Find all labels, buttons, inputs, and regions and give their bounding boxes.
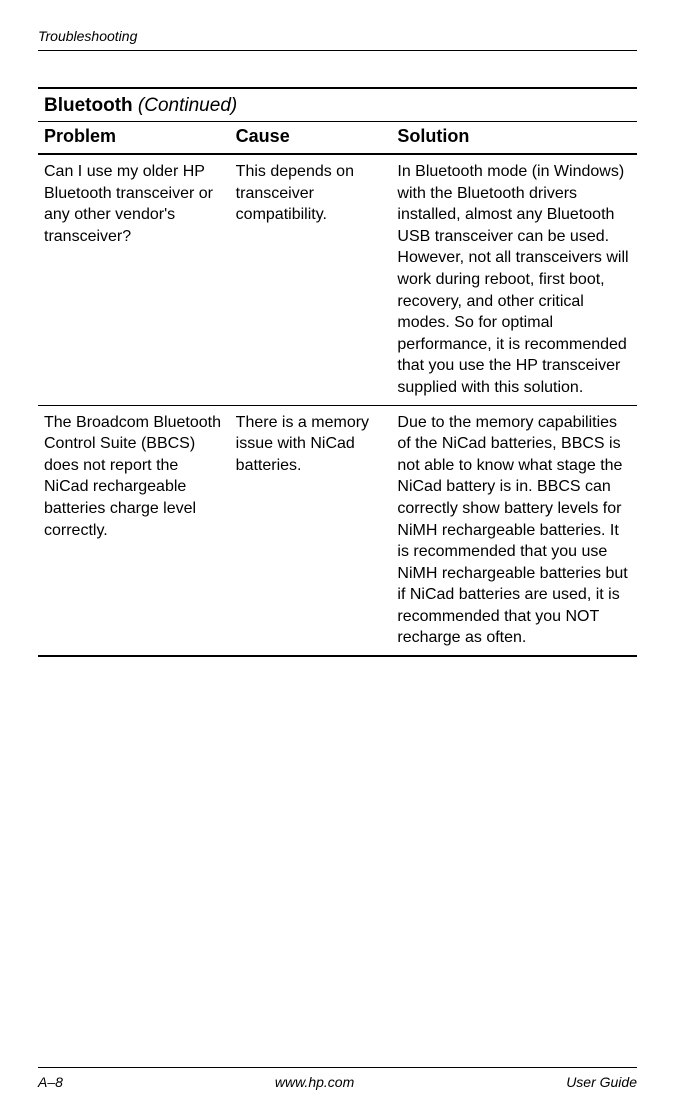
section-title: Troubleshooting [38, 28, 137, 44]
column-header-solution: Solution [391, 122, 637, 155]
table-row: Can I use my older HP Bluetooth transcei… [38, 154, 637, 405]
table-title-main: Bluetooth [44, 95, 133, 116]
table-title-continued: (Continued) [133, 95, 238, 116]
footer-url: www.hp.com [275, 1074, 354, 1090]
table-header-row: Problem Cause Solution [38, 122, 637, 155]
troubleshooting-table: Problem Cause Solution Can I use my olde… [38, 121, 637, 657]
page-header: Troubleshooting [38, 28, 637, 51]
cell-solution: In Bluetooth mode (in Windows) with the … [391, 154, 637, 405]
table-row: The Broadcom Bluetooth Control Suite (BB… [38, 405, 637, 656]
cell-cause: This depends on transceiver compatibilit… [230, 154, 392, 405]
content-area: Bluetooth (Continued) Problem Cause Solu… [38, 87, 637, 1067]
footer-doc-title: User Guide [566, 1074, 637, 1090]
cell-problem: The Broadcom Bluetooth Control Suite (BB… [38, 405, 230, 656]
cell-solution: Due to the memory capabilities of the Ni… [391, 405, 637, 656]
cell-problem: Can I use my older HP Bluetooth transcei… [38, 154, 230, 405]
column-header-cause: Cause [230, 122, 392, 155]
cell-cause: There is a memory issue with NiCad batte… [230, 405, 392, 656]
page-footer: A–8 www.hp.com User Guide [38, 1067, 637, 1090]
footer-page-number: A–8 [38, 1074, 63, 1090]
column-header-problem: Problem [38, 122, 230, 155]
table-title: Bluetooth (Continued) [38, 87, 637, 121]
